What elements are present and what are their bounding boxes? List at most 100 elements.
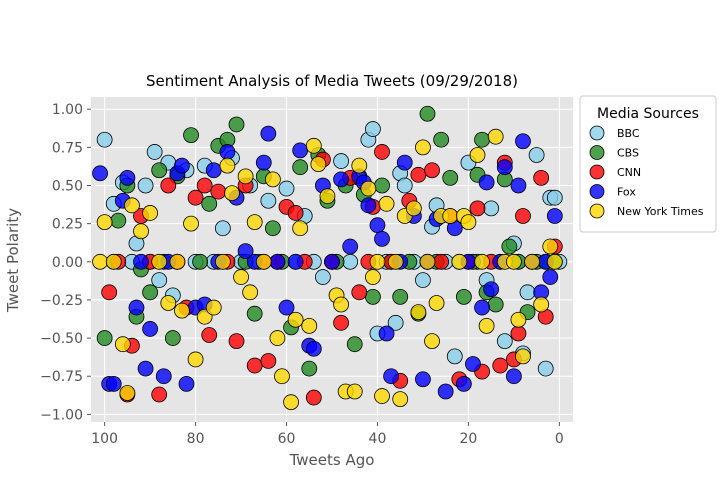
data-point <box>474 131 490 148</box>
data-point <box>533 296 550 313</box>
data-point <box>101 284 118 301</box>
data-point <box>187 351 204 368</box>
data-point <box>510 177 527 194</box>
data-point <box>474 299 490 316</box>
y-tick-label: 0.25 <box>52 217 83 233</box>
data-point <box>365 269 381 285</box>
data-point <box>260 125 277 142</box>
legend-label: CNN <box>617 166 641 179</box>
data-point <box>387 253 404 270</box>
data-point <box>133 253 149 270</box>
data-point <box>455 288 472 305</box>
data-point <box>410 166 427 183</box>
data-point <box>487 296 504 313</box>
data-point <box>515 348 531 365</box>
legend-label: New York Times <box>617 205 704 218</box>
y-tick-label: −0.25 <box>40 293 83 309</box>
data-point <box>442 169 459 186</box>
data-point <box>205 162 222 179</box>
data-point <box>533 169 550 186</box>
data-point <box>437 383 454 400</box>
data-point <box>292 159 309 176</box>
data-point <box>374 388 390 404</box>
data-point <box>378 195 395 212</box>
data-point <box>260 353 277 369</box>
y-tick-label: 0.50 <box>52 178 83 194</box>
data-point <box>255 154 272 171</box>
y-axis-label: Tweet Polarity <box>4 208 22 313</box>
data-point <box>524 253 540 270</box>
data-point <box>501 238 518 255</box>
data-point <box>519 284 536 301</box>
data-point <box>415 139 431 156</box>
data-point <box>319 188 336 205</box>
data-point <box>505 253 522 270</box>
data-point <box>333 171 349 188</box>
data-point <box>396 177 413 194</box>
y-tick-label: 0.75 <box>52 140 83 156</box>
data-point <box>228 333 245 350</box>
x-tick-label: 60 <box>278 431 296 447</box>
data-point <box>219 157 236 174</box>
data-point <box>537 360 554 377</box>
data-point <box>333 153 349 169</box>
data-point <box>542 238 559 255</box>
data-point <box>301 317 318 334</box>
data-point <box>142 321 159 337</box>
data-point <box>233 269 249 285</box>
data-point <box>214 253 231 270</box>
data-point <box>433 131 450 148</box>
data-point <box>237 168 254 185</box>
data-point <box>310 156 327 173</box>
data-point <box>469 200 486 217</box>
data-point <box>496 159 513 176</box>
data-point <box>187 189 204 206</box>
data-point <box>360 197 377 214</box>
data-point <box>528 147 545 163</box>
data-point <box>342 238 359 255</box>
data-point <box>287 311 304 328</box>
y-tick-label: 0.00 <box>52 255 83 271</box>
data-point <box>160 295 177 311</box>
data-point <box>365 121 381 137</box>
data-point <box>133 223 149 240</box>
data-point <box>92 165 108 182</box>
legend-title: Media Sources <box>597 106 699 122</box>
data-point <box>142 205 159 221</box>
data-point <box>92 253 108 270</box>
data-point <box>510 311 527 328</box>
data-point <box>137 360 154 377</box>
x-tick-label: 20 <box>460 431 478 447</box>
data-point <box>264 220 281 237</box>
data-point <box>451 253 468 270</box>
data-point <box>192 253 209 270</box>
legend: Media Sources BBC CBS CNN Fox New York Times <box>579 95 717 233</box>
data-point <box>301 360 318 377</box>
data-point <box>292 220 309 237</box>
data-point <box>428 295 445 311</box>
data-point <box>374 144 390 160</box>
data-point <box>146 144 163 160</box>
legend-marker <box>589 145 605 160</box>
data-point <box>155 368 172 385</box>
data-point <box>424 162 440 179</box>
data-point <box>483 200 500 217</box>
data-point <box>287 253 304 270</box>
data-point <box>396 154 413 171</box>
data-point <box>324 253 340 270</box>
data-point <box>169 253 186 270</box>
data-point <box>142 284 159 301</box>
data-point <box>410 304 427 321</box>
data-point <box>305 137 322 154</box>
y-tick-label: −0.75 <box>40 369 83 385</box>
data-point <box>474 253 490 270</box>
data-point <box>383 368 400 385</box>
data-point <box>392 288 409 305</box>
legend-marker <box>589 203 605 219</box>
data-point <box>478 174 495 191</box>
data-point <box>333 296 349 313</box>
data-point <box>460 214 477 231</box>
data-point <box>246 214 263 231</box>
y-tick-label: −1.00 <box>40 407 83 423</box>
